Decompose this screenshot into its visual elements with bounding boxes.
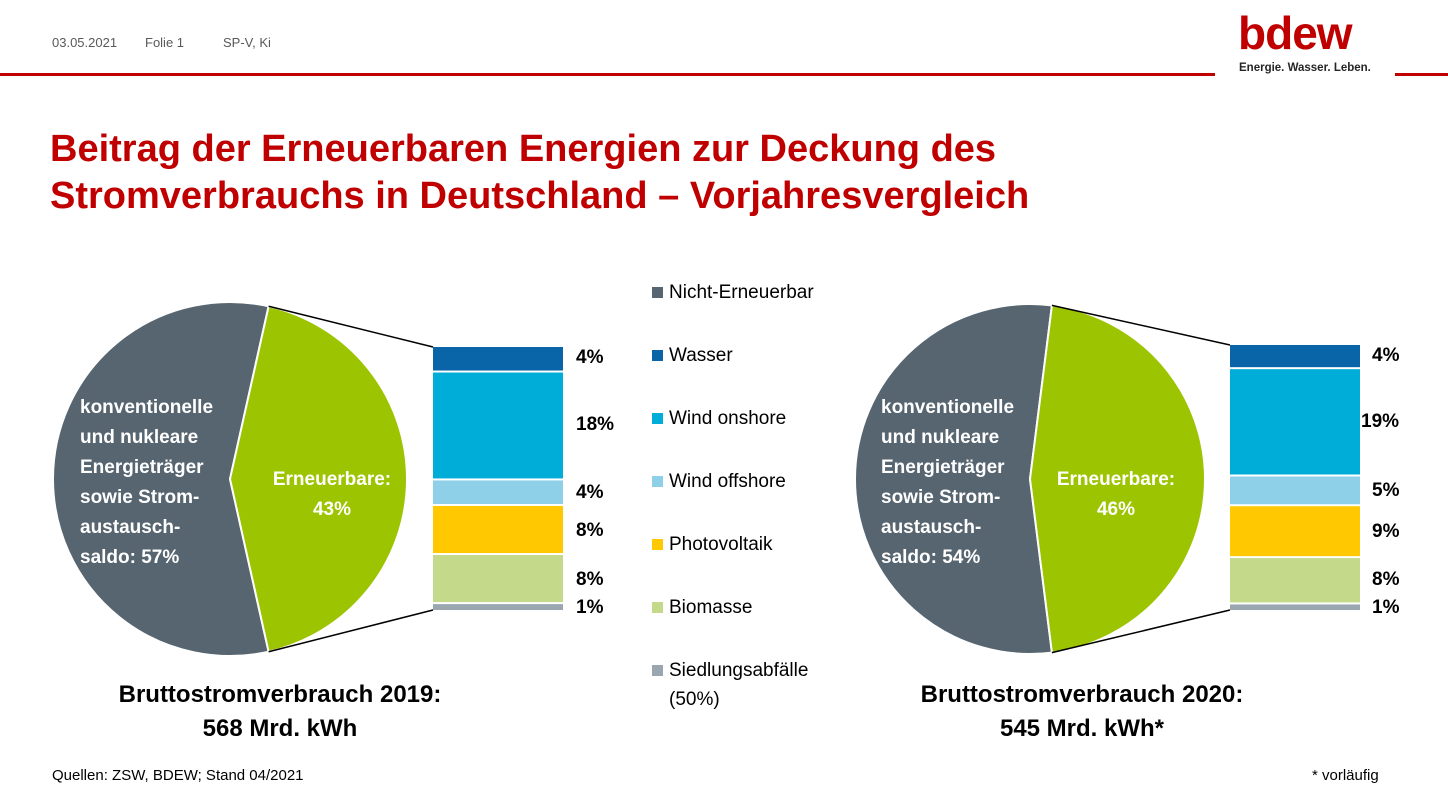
bar-segment-siedlungsabf-lle-50-: [433, 604, 563, 610]
legend-label: Biomasse: [669, 597, 753, 618]
renewable-label-value: 46%: [1096, 499, 1136, 520]
bar-label-siedlungsabfaelle-2019: 1%: [576, 597, 604, 618]
conventional-label-2019: konventionelle und nukleare Energieträge…: [80, 393, 213, 573]
bar-label-photovoltaik-2019: 8%: [576, 520, 604, 541]
renewable-label-title: Erneuerbare:: [272, 469, 392, 490]
caption-line: Bruttostromverbrauch 2020:: [920, 681, 1244, 708]
slide-title: Beitrag der Erneuerbaren Energien zur De…: [50, 126, 1250, 220]
title-line-2: Stromverbrauchs in Deutschland – Vorjahr…: [50, 175, 1030, 217]
bar-segment-wind-onshore: [433, 372, 563, 479]
conventional-label-line: saldo: 54%: [881, 547, 981, 568]
bar-label-wind-offshore-2020: 5%: [1372, 480, 1400, 501]
conventional-label-line: sowie Strom-: [881, 487, 1001, 508]
bar-segment-wasser: [1230, 345, 1360, 368]
caption-2019: Bruttostromverbrauch 2019: 568 Mrd. kWh: [40, 678, 520, 746]
bar-segment-photovoltaik: [433, 505, 563, 554]
conventional-label-line: und nukleare: [881, 427, 1000, 448]
legend-label: Wind offshore: [669, 471, 786, 492]
conventional-label-line: konventionelle: [881, 397, 1015, 418]
legend-swatch: [652, 476, 663, 487]
pie-slice-renewable: [228, 305, 408, 653]
sources-note: Quellen: ZSW, BDEW; Stand 04/2021: [52, 767, 304, 784]
bar-segment-biomasse: [1230, 558, 1360, 603]
connector-line-bottom: [1051, 609, 1231, 654]
bdew-logo: bdew Energie. Wasser. Leben.: [1238, 6, 1371, 80]
bar-label-wind-onshore-2020: 19%: [1361, 411, 1400, 432]
slide-number: Folie 1: [145, 35, 185, 50]
legend-label: Nicht-Erneuerbar: [669, 282, 814, 303]
bar-label-wasser-2020: 4%: [1372, 345, 1400, 366]
logo-tagline: Energie. Wasser. Leben.: [1239, 62, 1371, 74]
bar-segment-wind-offshore: [1230, 476, 1360, 505]
conventional-label-line: Energieträger: [80, 457, 204, 478]
renewable-label-2020: Erneuerbare: 46%: [1046, 465, 1186, 525]
caption-line: 568 Mrd. kWh: [202, 715, 358, 742]
bar-label-wind-offshore-2019: 4%: [576, 482, 604, 503]
renewable-label-2019: Erneuerbare: 43%: [262, 465, 402, 525]
bar-label-biomasse-2019: 8%: [576, 569, 604, 590]
bar-label-wind-onshore-2019: 18%: [576, 414, 615, 435]
connector-line-top: [268, 305, 434, 348]
bar-label-photovoltaik-2020: 9%: [1372, 521, 1400, 542]
bar-label-biomasse-2020: 8%: [1372, 569, 1400, 590]
bar-label-siedlungsabfaelle-2020: 1%: [1372, 597, 1400, 618]
legend-label: Siedlungsabfälle (50%): [669, 656, 808, 714]
bar-segment-wind-onshore: [1230, 369, 1360, 475]
conventional-label-line: Energieträger: [881, 457, 1005, 478]
bar-segment-photovoltaik: [1230, 506, 1360, 557]
connector-line-bottom: [268, 609, 434, 653]
connector-line-top: [1051, 304, 1231, 346]
bar-segment-biomasse: [433, 555, 563, 603]
pie-slice-conventional: [853, 303, 1054, 655]
legend-swatch: [652, 602, 663, 613]
legend-label: Wind onshore: [669, 408, 787, 429]
preliminary-note: * vorläufig: [1312, 767, 1379, 784]
conventional-label-line: austausch-: [80, 517, 181, 538]
legend-label-line: (50%): [669, 689, 720, 710]
slide-date: 03.05.2021: [52, 35, 118, 50]
header-rule-left: [0, 73, 1215, 76]
conventional-label-line: saldo: 57%: [80, 547, 180, 568]
caption-2020: Bruttostromverbrauch 2020: 545 Mrd. kWh*: [842, 678, 1322, 746]
conventional-label-line: und nukleare: [80, 427, 199, 448]
legend-swatch: [652, 665, 663, 676]
legend-label-line: Siedlungsabfälle: [669, 660, 809, 681]
conventional-label-2020: konventionelle und nukleare Energieträge…: [881, 393, 1014, 573]
pie-slice-conventional: [51, 301, 270, 657]
caption-line: Bruttostromverbrauch 2019:: [118, 681, 442, 708]
bar-segment-wind-offshore: [433, 480, 563, 504]
caption-line: 545 Mrd. kWh*: [999, 715, 1165, 742]
bar-segment-wasser: [433, 347, 563, 371]
conventional-label-line: sowie Strom-: [80, 487, 200, 508]
legend-swatch: [652, 287, 663, 298]
bar-label-wasser-2019: 4%: [576, 347, 604, 368]
conventional-label-line: austausch-: [881, 517, 982, 538]
slide-author: SP-V, Ki: [223, 35, 271, 50]
legend-label: Photovoltaik: [669, 534, 773, 555]
title-line-1: Beitrag der Erneuerbaren Energien zur De…: [50, 128, 997, 170]
legend-swatch: [652, 350, 663, 361]
legend-swatch: [652, 539, 663, 550]
header-rule-right: [1395, 73, 1448, 76]
legend-label: Wasser: [669, 345, 733, 366]
renewable-label-title: Erneuerbare:: [1056, 469, 1176, 490]
renewable-label-value: 43%: [312, 499, 352, 520]
logo-wordmark: bdew: [1238, 7, 1353, 59]
bar-segment-siedlungsabf-lle-50-: [1230, 604, 1360, 610]
legend-swatch: [652, 413, 663, 424]
conventional-label-line: konventionelle: [80, 397, 214, 418]
pie-slice-renewable: [1028, 304, 1206, 654]
